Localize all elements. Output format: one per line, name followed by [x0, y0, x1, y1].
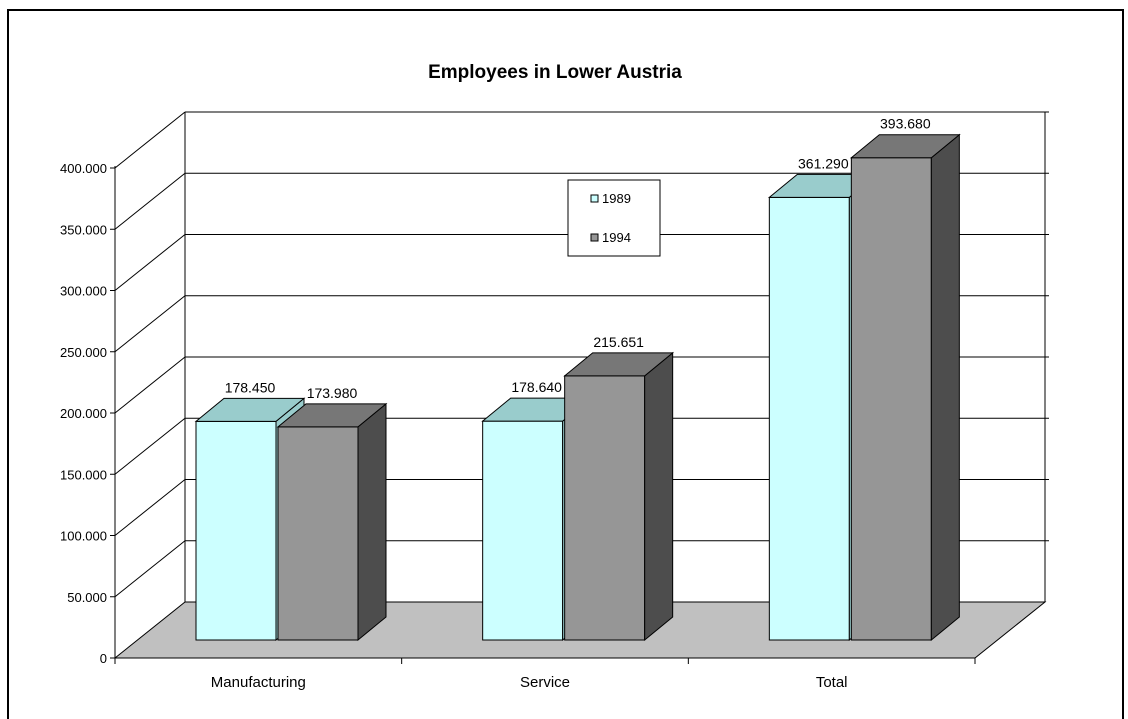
bars: [194, 133, 961, 642]
data-label: 178.450: [225, 379, 276, 395]
bar-front: [768, 196, 850, 641]
bar-top: [563, 352, 675, 377]
legend-box: [567, 179, 661, 257]
data-label: 393.680: [880, 116, 931, 132]
data-label: 361.290: [798, 155, 849, 171]
x-tick-label: Total: [816, 674, 848, 691]
y-tick-label: 250.000: [60, 345, 107, 360]
chart-frame: [7, 9, 1124, 719]
x-tick-label: Manufacturing: [211, 674, 306, 691]
legend-swatch: [590, 233, 599, 242]
y-tick-label: 350.000: [60, 222, 107, 237]
data-label: 215.651: [593, 334, 644, 350]
bar-top: [276, 403, 388, 428]
side-wall-gridline: [114, 540, 186, 598]
side-wall-gridline: [114, 295, 186, 353]
y-tick-label: 100.000: [60, 529, 107, 544]
side-wall-gridline: [114, 234, 186, 291]
data-label: 173.980: [307, 385, 358, 401]
bar-top: [849, 134, 961, 159]
side-wall-gridline: [114, 111, 186, 169]
bar-front: [195, 420, 277, 641]
legend-swatch: [590, 194, 599, 203]
y-tick-label: 200.000: [60, 406, 107, 421]
legend: 1989 1994: [567, 179, 661, 257]
y-tick-label: 50.000: [67, 590, 107, 605]
side-wall-gridline: [114, 172, 186, 230]
legend-label: 1989: [602, 191, 631, 206]
legend-label: 1994: [602, 230, 631, 245]
bar-top: [194, 397, 306, 422]
chart-title: Employees in Lower Austria: [428, 62, 682, 83]
side-wall-gridline: [114, 417, 186, 475]
side-wall-gridline: [114, 356, 186, 414]
data-label: 178.640: [511, 379, 562, 395]
y-tick-label: 400.000: [60, 161, 107, 176]
x-tick-label: Service: [520, 674, 570, 691]
bar-side: [644, 351, 674, 642]
y-tick-label: 300.000: [60, 284, 107, 299]
data-labels: 178.450 173.980 178.640 215.651 361.290 393.6…: [225, 116, 931, 401]
bar-side: [930, 133, 960, 642]
axes: 0 50.000 100.000 150.000 200.000 250.000 300.0…: [60, 161, 976, 691]
y-tick-label: 0: [100, 651, 107, 666]
bar-front: [564, 375, 646, 641]
y-tick-label: 150.000: [60, 467, 107, 482]
bar-front: [850, 157, 932, 641]
bar-front: [277, 426, 359, 641]
bar-side: [357, 402, 387, 642]
side-wall-gridline: [114, 479, 186, 536]
bar-front: [482, 420, 564, 641]
